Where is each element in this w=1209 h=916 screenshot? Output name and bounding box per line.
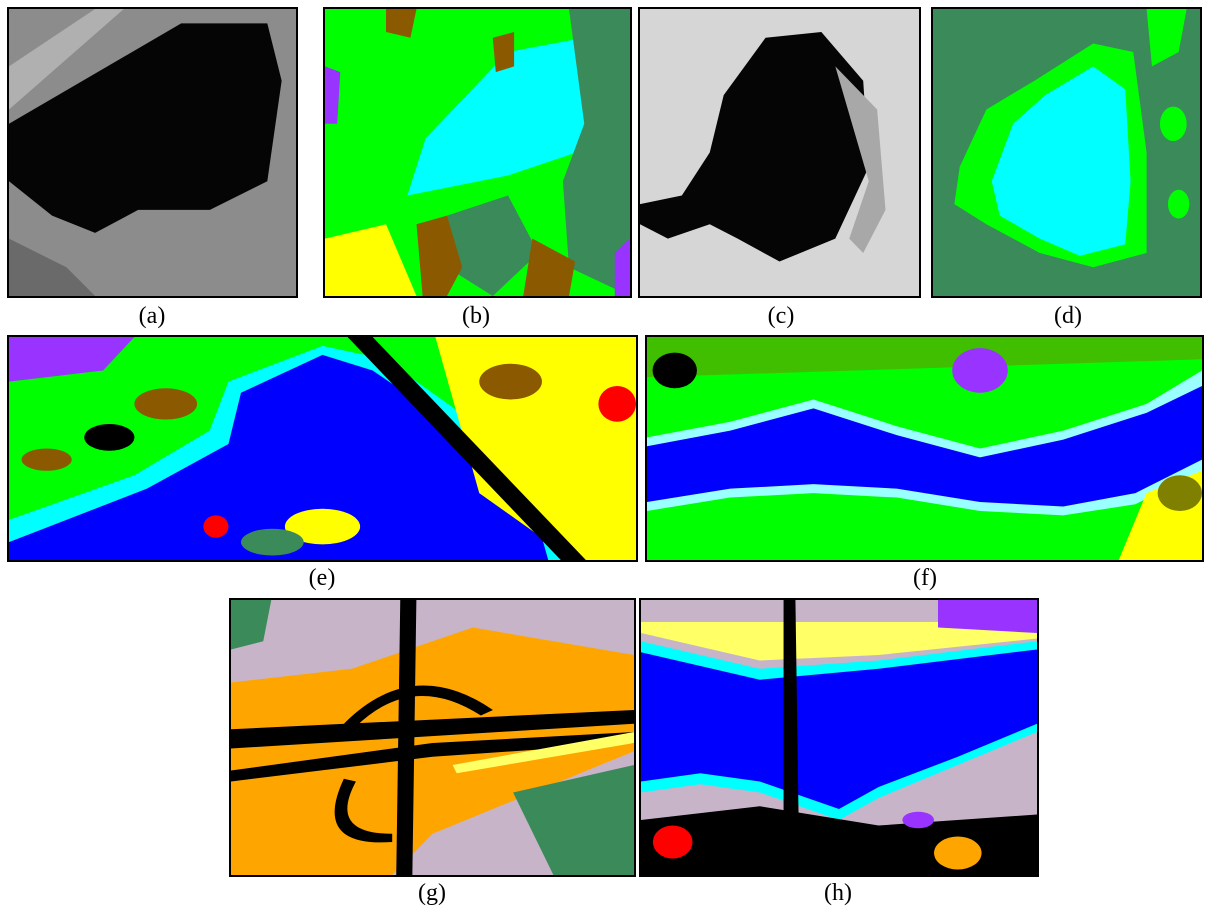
panel-label: (c) — [741, 303, 821, 330]
panel-label: (h) — [798, 880, 878, 907]
panel-label: (g) — [392, 880, 472, 907]
panel-b-image — [323, 7, 632, 298]
panel-g-image — [229, 598, 636, 877]
figure: (a) (b) (c) (d) (e) (f) (g) (h) — [0, 0, 1209, 916]
panel-f-image — [645, 335, 1204, 562]
panel-h-image — [639, 598, 1039, 877]
panel-label: (e) — [282, 565, 362, 592]
panel-label: (a) — [112, 303, 192, 330]
panel-label: (f) — [885, 565, 965, 592]
panel-c-image — [638, 7, 921, 298]
panel-a-image — [7, 7, 298, 298]
panel-label: (b) — [436, 303, 516, 330]
panel-label: (d) — [1028, 303, 1108, 330]
panel-d-image — [931, 7, 1202, 298]
panel-e-image — [7, 335, 638, 562]
